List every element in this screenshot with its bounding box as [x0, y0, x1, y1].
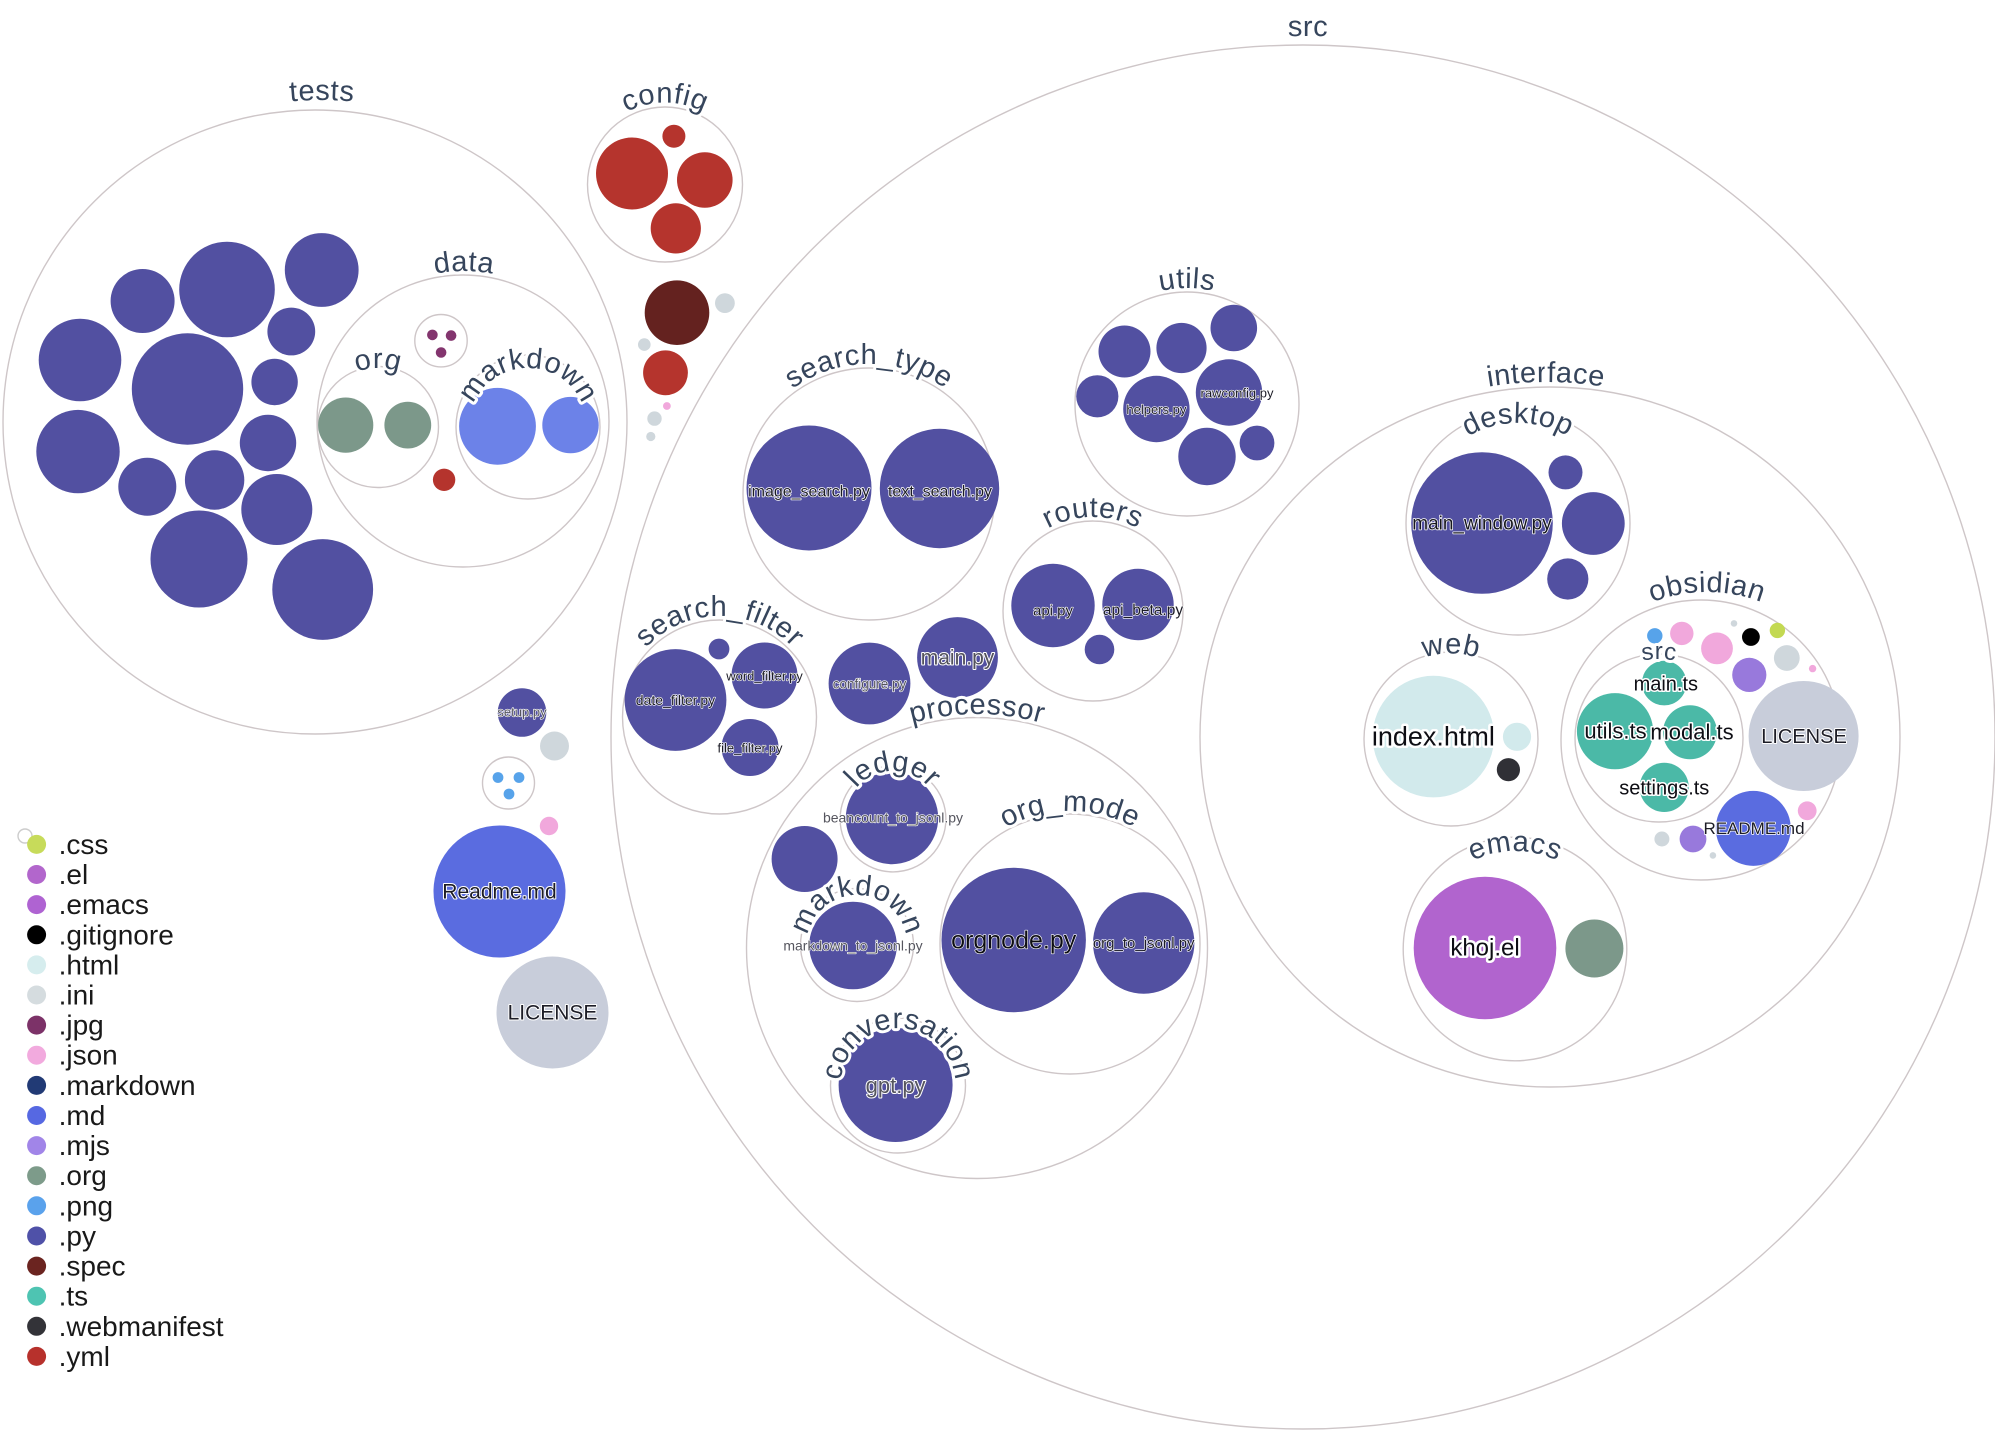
svg-text:helpers.py: helpers.py: [1126, 402, 1186, 417]
svg-text:rawconfig.py: rawconfig.py: [1201, 386, 1274, 401]
svg-text:.md: .md: [59, 1100, 106, 1131]
svg-text:configure.py: configure.py: [833, 677, 907, 692]
svg-text:.css: .css: [59, 829, 109, 860]
svg-text:setup.py: setup.py: [497, 705, 547, 720]
svg-text:src: src: [1640, 638, 1679, 666]
svg-text:.ts: .ts: [59, 1281, 89, 1312]
svg-text:word_filter.py: word_filter.py: [725, 669, 803, 684]
svg-text:.json: .json: [59, 1040, 118, 1071]
svg-text:data: data: [431, 246, 496, 281]
svg-text:tests: tests: [288, 75, 356, 109]
svg-text:text_search.py: text_search.py: [888, 484, 992, 501]
svg-text:utils: utils: [1156, 263, 1218, 298]
svg-text:api.py: api.py: [1033, 603, 1074, 620]
svg-text:.jpg: .jpg: [59, 1010, 104, 1041]
svg-text:.el: .el: [59, 859, 89, 890]
svg-text:.webmanifest: .webmanifest: [59, 1311, 224, 1342]
svg-text:.markdown: .markdown: [59, 1070, 196, 1101]
svg-text:main_window.py: main_window.py: [1412, 514, 1552, 535]
svg-text:utils.ts: utils.ts: [1584, 719, 1646, 744]
svg-text:.html: .html: [59, 949, 120, 980]
svg-text:beancount_to_jsonl.py: beancount_to_jsonl.py: [823, 810, 963, 826]
svg-text:gpt.py: gpt.py: [866, 1073, 926, 1098]
svg-text:modal.ts: modal.ts: [1650, 720, 1733, 745]
svg-text:.yml: .yml: [59, 1341, 110, 1372]
svg-text:.ini: .ini: [59, 980, 95, 1011]
svg-text:web: web: [1418, 628, 1483, 664]
svg-text:interface: interface: [1485, 357, 1607, 394]
svg-text:khoj.el: khoj.el: [1450, 935, 1519, 962]
svg-text:.spec: .spec: [59, 1251, 126, 1282]
svg-text:LICENSE: LICENSE: [508, 1002, 598, 1025]
svg-text:org_to_jsonl.py: org_to_jsonl.py: [1093, 935, 1195, 952]
svg-text:.gitignore: .gitignore: [59, 919, 174, 950]
svg-text:.org: .org: [59, 1160, 107, 1191]
svg-text:.py: .py: [59, 1221, 96, 1252]
svg-text:org: org: [351, 343, 405, 378]
svg-text:.emacs: .emacs: [59, 889, 149, 920]
svg-text:orgnode.py: orgnode.py: [951, 927, 1077, 955]
svg-text:.png: .png: [59, 1190, 114, 1221]
svg-text:date_filter.py: date_filter.py: [636, 692, 715, 708]
svg-text:LICENSE: LICENSE: [1761, 726, 1847, 748]
svg-text:main.py: main.py: [921, 647, 995, 670]
svg-text:src: src: [1288, 11, 1329, 43]
svg-text:.mjs: .mjs: [59, 1130, 110, 1161]
svg-text:api_beta.py: api_beta.py: [1103, 602, 1183, 619]
svg-text:image_search.py: image_search.py: [748, 484, 870, 501]
svg-text:index.html: index.html: [1372, 722, 1495, 752]
svg-text:file_filter.py: file_filter.py: [717, 741, 783, 756]
svg-text:README.md: README.md: [1703, 819, 1804, 838]
svg-text:Readme.md: Readme.md: [442, 881, 556, 904]
svg-text:markdown_to_jsonl.py: markdown_to_jsonl.py: [783, 938, 922, 954]
svg-text:settings.ts: settings.ts: [1619, 778, 1709, 800]
svg-text:main.ts: main.ts: [1634, 674, 1698, 696]
